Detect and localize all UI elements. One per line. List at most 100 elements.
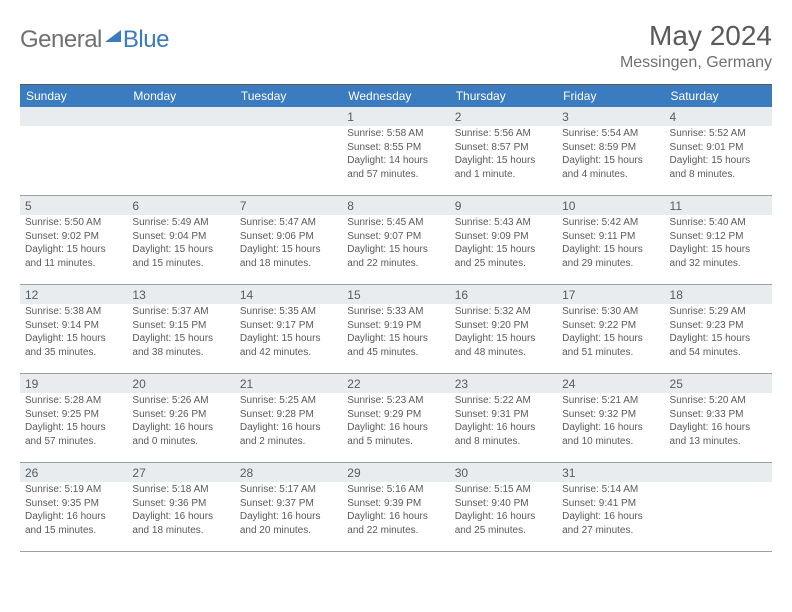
sunrise-text: Sunrise: 5:17 AM xyxy=(240,483,337,497)
day-header: Sunday xyxy=(20,85,127,107)
sunrise-text: Sunrise: 5:21 AM xyxy=(562,394,659,408)
day-number: 22 xyxy=(342,374,449,393)
day-number: 15 xyxy=(342,285,449,304)
sunset-text: Sunset: 9:37 PM xyxy=(240,497,337,511)
daylight-text: Daylight: 14 hours and 57 minutes. xyxy=(347,154,444,181)
day-number: 14 xyxy=(235,285,342,304)
sunrise-text: Sunrise: 5:18 AM xyxy=(132,483,229,497)
sunrise-text: Sunrise: 5:52 AM xyxy=(670,127,767,141)
day-content: Sunrise: 5:37 AMSunset: 9:15 PMDaylight:… xyxy=(127,304,234,362)
calendar-day: 14Sunrise: 5:35 AMSunset: 9:17 PMDayligh… xyxy=(235,285,342,373)
daylight-text: Daylight: 16 hours and 15 minutes. xyxy=(25,510,122,537)
day-header: Tuesday xyxy=(235,85,342,107)
daylight-text: Daylight: 15 hours and 51 minutes. xyxy=(562,332,659,359)
day-number: 2 xyxy=(450,107,557,126)
calendar-day: 25Sunrise: 5:20 AMSunset: 9:33 PMDayligh… xyxy=(665,374,772,462)
sunset-text: Sunset: 9:23 PM xyxy=(670,319,767,333)
calendar-day: 12Sunrise: 5:38 AMSunset: 9:14 PMDayligh… xyxy=(20,285,127,373)
calendar-day: 23Sunrise: 5:22 AMSunset: 9:31 PMDayligh… xyxy=(450,374,557,462)
day-content: Sunrise: 5:17 AMSunset: 9:37 PMDaylight:… xyxy=(235,482,342,540)
daylight-text: Daylight: 15 hours and 22 minutes. xyxy=(347,243,444,270)
daylight-text: Daylight: 16 hours and 20 minutes. xyxy=(240,510,337,537)
sunset-text: Sunset: 9:14 PM xyxy=(25,319,122,333)
sunrise-text: Sunrise: 5:15 AM xyxy=(455,483,552,497)
calendar-day: 5Sunrise: 5:50 AMSunset: 9:02 PMDaylight… xyxy=(20,196,127,284)
title-block: May 2024 Messingen, Germany xyxy=(620,20,772,72)
calendar-week: 12Sunrise: 5:38 AMSunset: 9:14 PMDayligh… xyxy=(20,285,772,374)
page-header: General Blue May 2024 Messingen, Germany xyxy=(20,20,772,72)
daylight-text: Daylight: 16 hours and 27 minutes. xyxy=(562,510,659,537)
daylight-text: Daylight: 16 hours and 8 minutes. xyxy=(455,421,552,448)
sunrise-text: Sunrise: 5:37 AM xyxy=(132,305,229,319)
day-content: Sunrise: 5:29 AMSunset: 9:23 PMDaylight:… xyxy=(665,304,772,362)
day-number: 27 xyxy=(127,463,234,482)
day-content: Sunrise: 5:45 AMSunset: 9:07 PMDaylight:… xyxy=(342,215,449,273)
sunset-text: Sunset: 9:02 PM xyxy=(25,230,122,244)
day-header: Saturday xyxy=(665,85,772,107)
daylight-text: Daylight: 15 hours and 38 minutes. xyxy=(132,332,229,359)
calendar-day: 7Sunrise: 5:47 AMSunset: 9:06 PMDaylight… xyxy=(235,196,342,284)
day-content: Sunrise: 5:43 AMSunset: 9:09 PMDaylight:… xyxy=(450,215,557,273)
day-number: 3 xyxy=(557,107,664,126)
sunrise-text: Sunrise: 5:49 AM xyxy=(132,216,229,230)
calendar-day: 21Sunrise: 5:25 AMSunset: 9:28 PMDayligh… xyxy=(235,374,342,462)
sunrise-text: Sunrise: 5:35 AM xyxy=(240,305,337,319)
day-content: Sunrise: 5:56 AMSunset: 8:57 PMDaylight:… xyxy=(450,126,557,184)
calendar-day: 19Sunrise: 5:28 AMSunset: 9:25 PMDayligh… xyxy=(20,374,127,462)
day-number: 16 xyxy=(450,285,557,304)
day-content: Sunrise: 5:49 AMSunset: 9:04 PMDaylight:… xyxy=(127,215,234,273)
calendar-day: 22Sunrise: 5:23 AMSunset: 9:29 PMDayligh… xyxy=(342,374,449,462)
sunrise-text: Sunrise: 5:30 AM xyxy=(562,305,659,319)
sunrise-text: Sunrise: 5:23 AM xyxy=(347,394,444,408)
day-content: Sunrise: 5:14 AMSunset: 9:41 PMDaylight:… xyxy=(557,482,664,540)
sunrise-text: Sunrise: 5:20 AM xyxy=(670,394,767,408)
calendar-day: 20Sunrise: 5:26 AMSunset: 9:26 PMDayligh… xyxy=(127,374,234,462)
sunrise-text: Sunrise: 5:45 AM xyxy=(347,216,444,230)
day-header-row: SundayMondayTuesdayWednesdayThursdayFrid… xyxy=(20,85,772,107)
sunrise-text: Sunrise: 5:25 AM xyxy=(240,394,337,408)
day-header: Wednesday xyxy=(342,85,449,107)
calendar-day: 3Sunrise: 5:54 AMSunset: 8:59 PMDaylight… xyxy=(557,107,664,195)
day-number xyxy=(20,107,127,126)
calendar-day: 13Sunrise: 5:37 AMSunset: 9:15 PMDayligh… xyxy=(127,285,234,373)
calendar-day xyxy=(235,107,342,195)
sunset-text: Sunset: 8:59 PM xyxy=(562,141,659,155)
calendar-day: 9Sunrise: 5:43 AMSunset: 9:09 PMDaylight… xyxy=(450,196,557,284)
sunset-text: Sunset: 9:40 PM xyxy=(455,497,552,511)
day-number: 26 xyxy=(20,463,127,482)
sunrise-text: Sunrise: 5:16 AM xyxy=(347,483,444,497)
daylight-text: Daylight: 16 hours and 2 minutes. xyxy=(240,421,337,448)
sunset-text: Sunset: 9:01 PM xyxy=(670,141,767,155)
sunrise-text: Sunrise: 5:47 AM xyxy=(240,216,337,230)
day-number: 25 xyxy=(665,374,772,393)
day-content: Sunrise: 5:23 AMSunset: 9:29 PMDaylight:… xyxy=(342,393,449,451)
sunset-text: Sunset: 8:57 PM xyxy=(455,141,552,155)
day-content: Sunrise: 5:54 AMSunset: 8:59 PMDaylight:… xyxy=(557,126,664,184)
day-number: 4 xyxy=(665,107,772,126)
daylight-text: Daylight: 15 hours and 25 minutes. xyxy=(455,243,552,270)
calendar-day: 18Sunrise: 5:29 AMSunset: 9:23 PMDayligh… xyxy=(665,285,772,373)
calendar-week: 26Sunrise: 5:19 AMSunset: 9:35 PMDayligh… xyxy=(20,463,772,552)
day-content: Sunrise: 5:18 AMSunset: 9:36 PMDaylight:… xyxy=(127,482,234,540)
day-number: 20 xyxy=(127,374,234,393)
day-number: 8 xyxy=(342,196,449,215)
day-content: Sunrise: 5:50 AMSunset: 9:02 PMDaylight:… xyxy=(20,215,127,273)
daylight-text: Daylight: 16 hours and 0 minutes. xyxy=(132,421,229,448)
sunset-text: Sunset: 9:33 PM xyxy=(670,408,767,422)
day-number: 7 xyxy=(235,196,342,215)
sunrise-text: Sunrise: 5:28 AM xyxy=(25,394,122,408)
sunset-text: Sunset: 9:41 PM xyxy=(562,497,659,511)
sunset-text: Sunset: 9:22 PM xyxy=(562,319,659,333)
day-content: Sunrise: 5:26 AMSunset: 9:26 PMDaylight:… xyxy=(127,393,234,451)
daylight-text: Daylight: 15 hours and 54 minutes. xyxy=(670,332,767,359)
sunrise-text: Sunrise: 5:26 AM xyxy=(132,394,229,408)
sunset-text: Sunset: 9:29 PM xyxy=(347,408,444,422)
daylight-text: Daylight: 15 hours and 11 minutes. xyxy=(25,243,122,270)
daylight-text: Daylight: 15 hours and 42 minutes. xyxy=(240,332,337,359)
sunrise-text: Sunrise: 5:58 AM xyxy=(347,127,444,141)
sunset-text: Sunset: 9:36 PM xyxy=(132,497,229,511)
day-number: 19 xyxy=(20,374,127,393)
calendar-day: 26Sunrise: 5:19 AMSunset: 9:35 PMDayligh… xyxy=(20,463,127,551)
day-content: Sunrise: 5:30 AMSunset: 9:22 PMDaylight:… xyxy=(557,304,664,362)
calendar-day: 27Sunrise: 5:18 AMSunset: 9:36 PMDayligh… xyxy=(127,463,234,551)
